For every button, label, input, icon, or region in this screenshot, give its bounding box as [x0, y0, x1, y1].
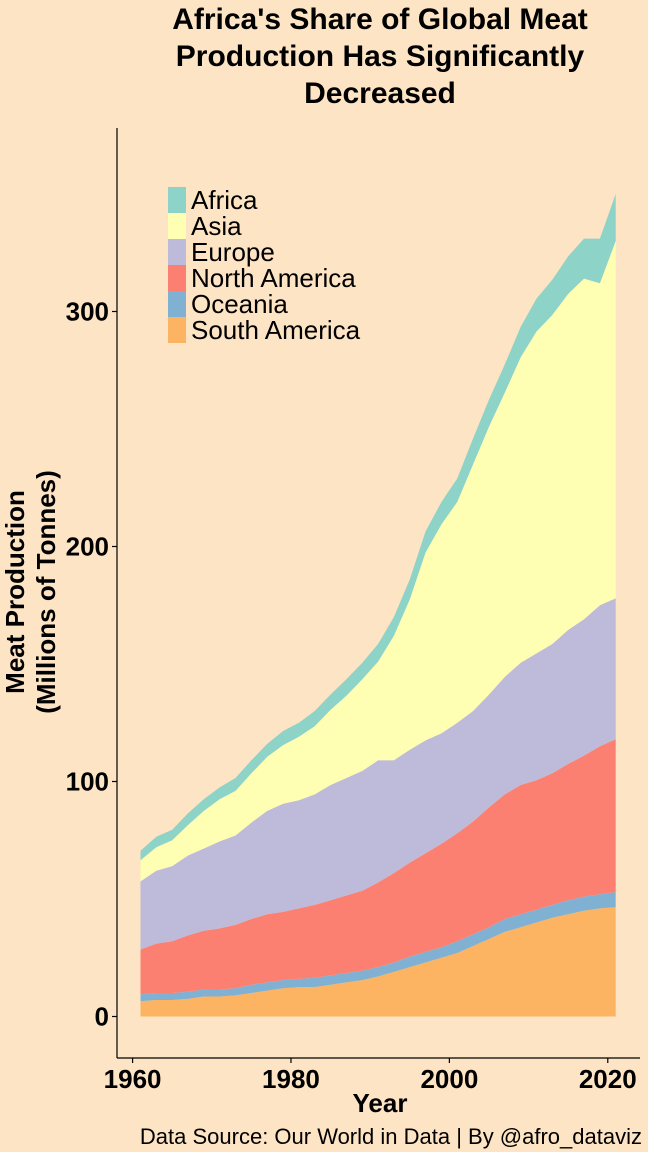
x-tick-label-1960: 1960: [104, 1064, 162, 1094]
area-north-america: [140, 739, 616, 995]
area-europe: [140, 598, 616, 950]
legend-swatch-south-america: [168, 317, 186, 343]
area-asia: [140, 241, 616, 882]
y-axis-title-line-1: Meat Production: [0, 490, 30, 694]
legend-label-north-america: North America: [191, 263, 356, 293]
legend-swatch-europe: [168, 239, 186, 265]
chart-title-line-1: Africa's Share of Global Meat: [172, 3, 588, 36]
legend-swatch-africa: [168, 187, 186, 213]
legend-label-europe: Europe: [191, 237, 275, 267]
legend-swatch-asia: [168, 213, 186, 239]
y-axis-title-line-2: (Millions of Tonnes): [31, 470, 61, 714]
chart-caption: Data Source: Our World in Data | By @afr…: [140, 1124, 642, 1149]
legend-label-south-america: South America: [191, 315, 361, 345]
legend-swatch-north-america: [168, 265, 186, 291]
y-tick-label-100: 100: [66, 767, 109, 797]
legend-label-africa: Africa: [191, 185, 258, 215]
chart-title-line-2: Production Has Significantly: [176, 40, 585, 73]
legend-label-asia: Asia: [191, 211, 242, 241]
x-axis-title: Year: [353, 1088, 408, 1118]
x-tick-label-2000: 2000: [420, 1064, 478, 1094]
area-africa: [140, 194, 616, 861]
area-south-america: [140, 907, 616, 1017]
y-tick-label-300: 300: [66, 297, 109, 327]
x-tick-label-1980: 1980: [262, 1064, 320, 1094]
chart-title-line-3: Decreased: [304, 77, 456, 110]
y-tick-label-200: 200: [66, 532, 109, 562]
area-oceania: [140, 892, 616, 1002]
legend-label-oceania: Oceania: [191, 289, 288, 319]
y-tick-label-0: 0: [95, 1002, 109, 1032]
legend-swatch-oceania: [168, 291, 186, 317]
x-tick-label-2020: 2020: [579, 1064, 637, 1094]
